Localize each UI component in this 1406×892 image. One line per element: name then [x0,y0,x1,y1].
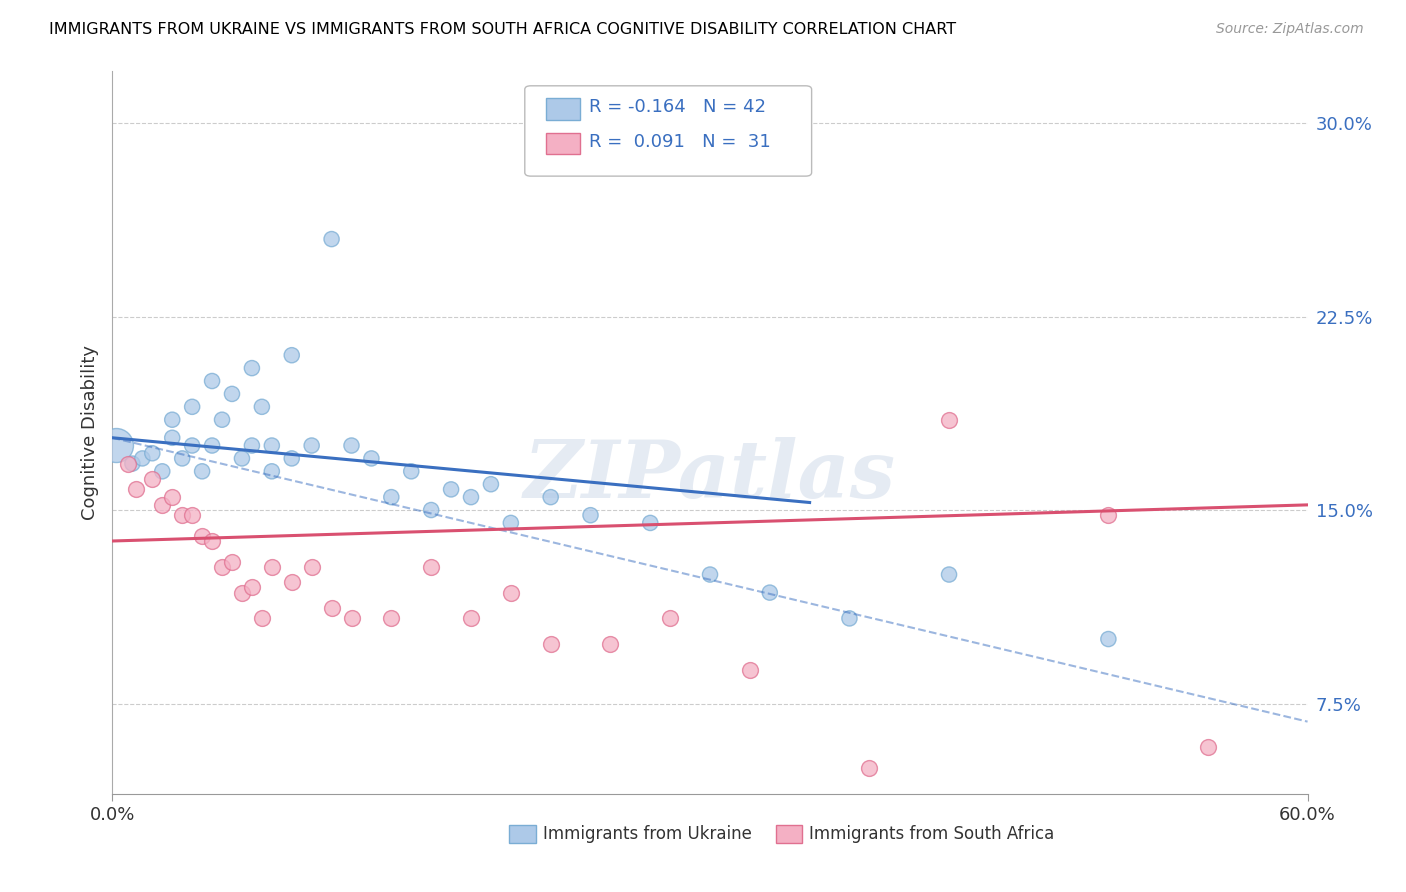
Text: R = -0.164   N = 42: R = -0.164 N = 42 [589,98,766,117]
Point [360,451,382,466]
Text: IMMIGRANTS FROM UKRAINE VS IMMIGRANTS FROM SOUTH AFRICA COGNITIVE DISABILITY COR: IMMIGRANTS FROM UKRAINE VS IMMIGRANTS FR… [49,22,956,37]
Point [191,529,214,543]
Point [699,567,721,582]
Point [301,559,323,574]
Point [460,611,482,625]
Point [201,533,224,548]
Point [211,413,233,427]
Point [281,451,304,466]
Point [260,464,283,478]
Point [141,472,163,486]
Point [499,516,522,530]
Point [420,503,443,517]
Point [1097,632,1119,646]
Point [121,457,143,471]
Point [231,585,253,599]
Point [181,438,204,452]
Text: Immigrants from South Africa: Immigrants from South Africa [810,825,1054,843]
Point [281,348,304,362]
Point [640,516,662,530]
Point [181,400,204,414]
Text: R =  0.091   N =  31: R = 0.091 N = 31 [589,133,770,151]
Point [420,559,443,574]
Point [150,464,173,478]
Point [211,559,233,574]
Point [1097,508,1119,523]
Point [172,508,194,523]
Point [250,611,273,625]
Point [540,490,562,504]
Point [240,581,263,595]
Bar [547,133,579,154]
Text: Immigrants from Ukraine: Immigrants from Ukraine [543,825,752,843]
Text: Source: ZipAtlas.com: Source: ZipAtlas.com [1216,22,1364,37]
Point [250,400,273,414]
Point [260,559,283,574]
Point [479,477,502,491]
Point [181,508,204,523]
Point [131,451,153,466]
Point [191,464,214,478]
Point [201,374,224,388]
Point [599,637,621,651]
Point [281,575,304,590]
Point [260,438,283,452]
Point [440,483,463,497]
Point [838,611,860,625]
Point [738,663,761,677]
Point [162,490,183,504]
Point [321,232,343,246]
Point [340,438,363,452]
Point [759,585,782,599]
Y-axis label: Cognitive Disability: Cognitive Disability [80,345,98,520]
Bar [509,825,536,843]
Point [105,438,128,452]
Point [240,438,263,452]
Point [125,483,148,497]
Point [240,361,263,376]
FancyBboxPatch shape [524,86,811,176]
Point [401,464,423,478]
Point [380,490,402,504]
Point [938,413,960,427]
Point [340,611,363,625]
Point [499,585,522,599]
Point [162,431,183,445]
Point [858,761,880,775]
Point [659,611,682,625]
Point [221,387,243,401]
Point [231,451,253,466]
Point [1197,740,1219,755]
Point [301,438,323,452]
Point [321,601,343,615]
Point [162,413,183,427]
Point [150,498,173,512]
Point [540,637,562,651]
Point [579,508,602,523]
Bar [776,825,801,843]
Text: ZIPatlas: ZIPatlas [524,437,896,515]
Point [938,567,960,582]
Point [141,446,163,460]
Point [201,438,224,452]
Point [172,451,194,466]
Point [117,457,139,471]
Point [221,555,243,569]
Point [380,611,402,625]
Point [460,490,482,504]
Bar [547,98,579,120]
